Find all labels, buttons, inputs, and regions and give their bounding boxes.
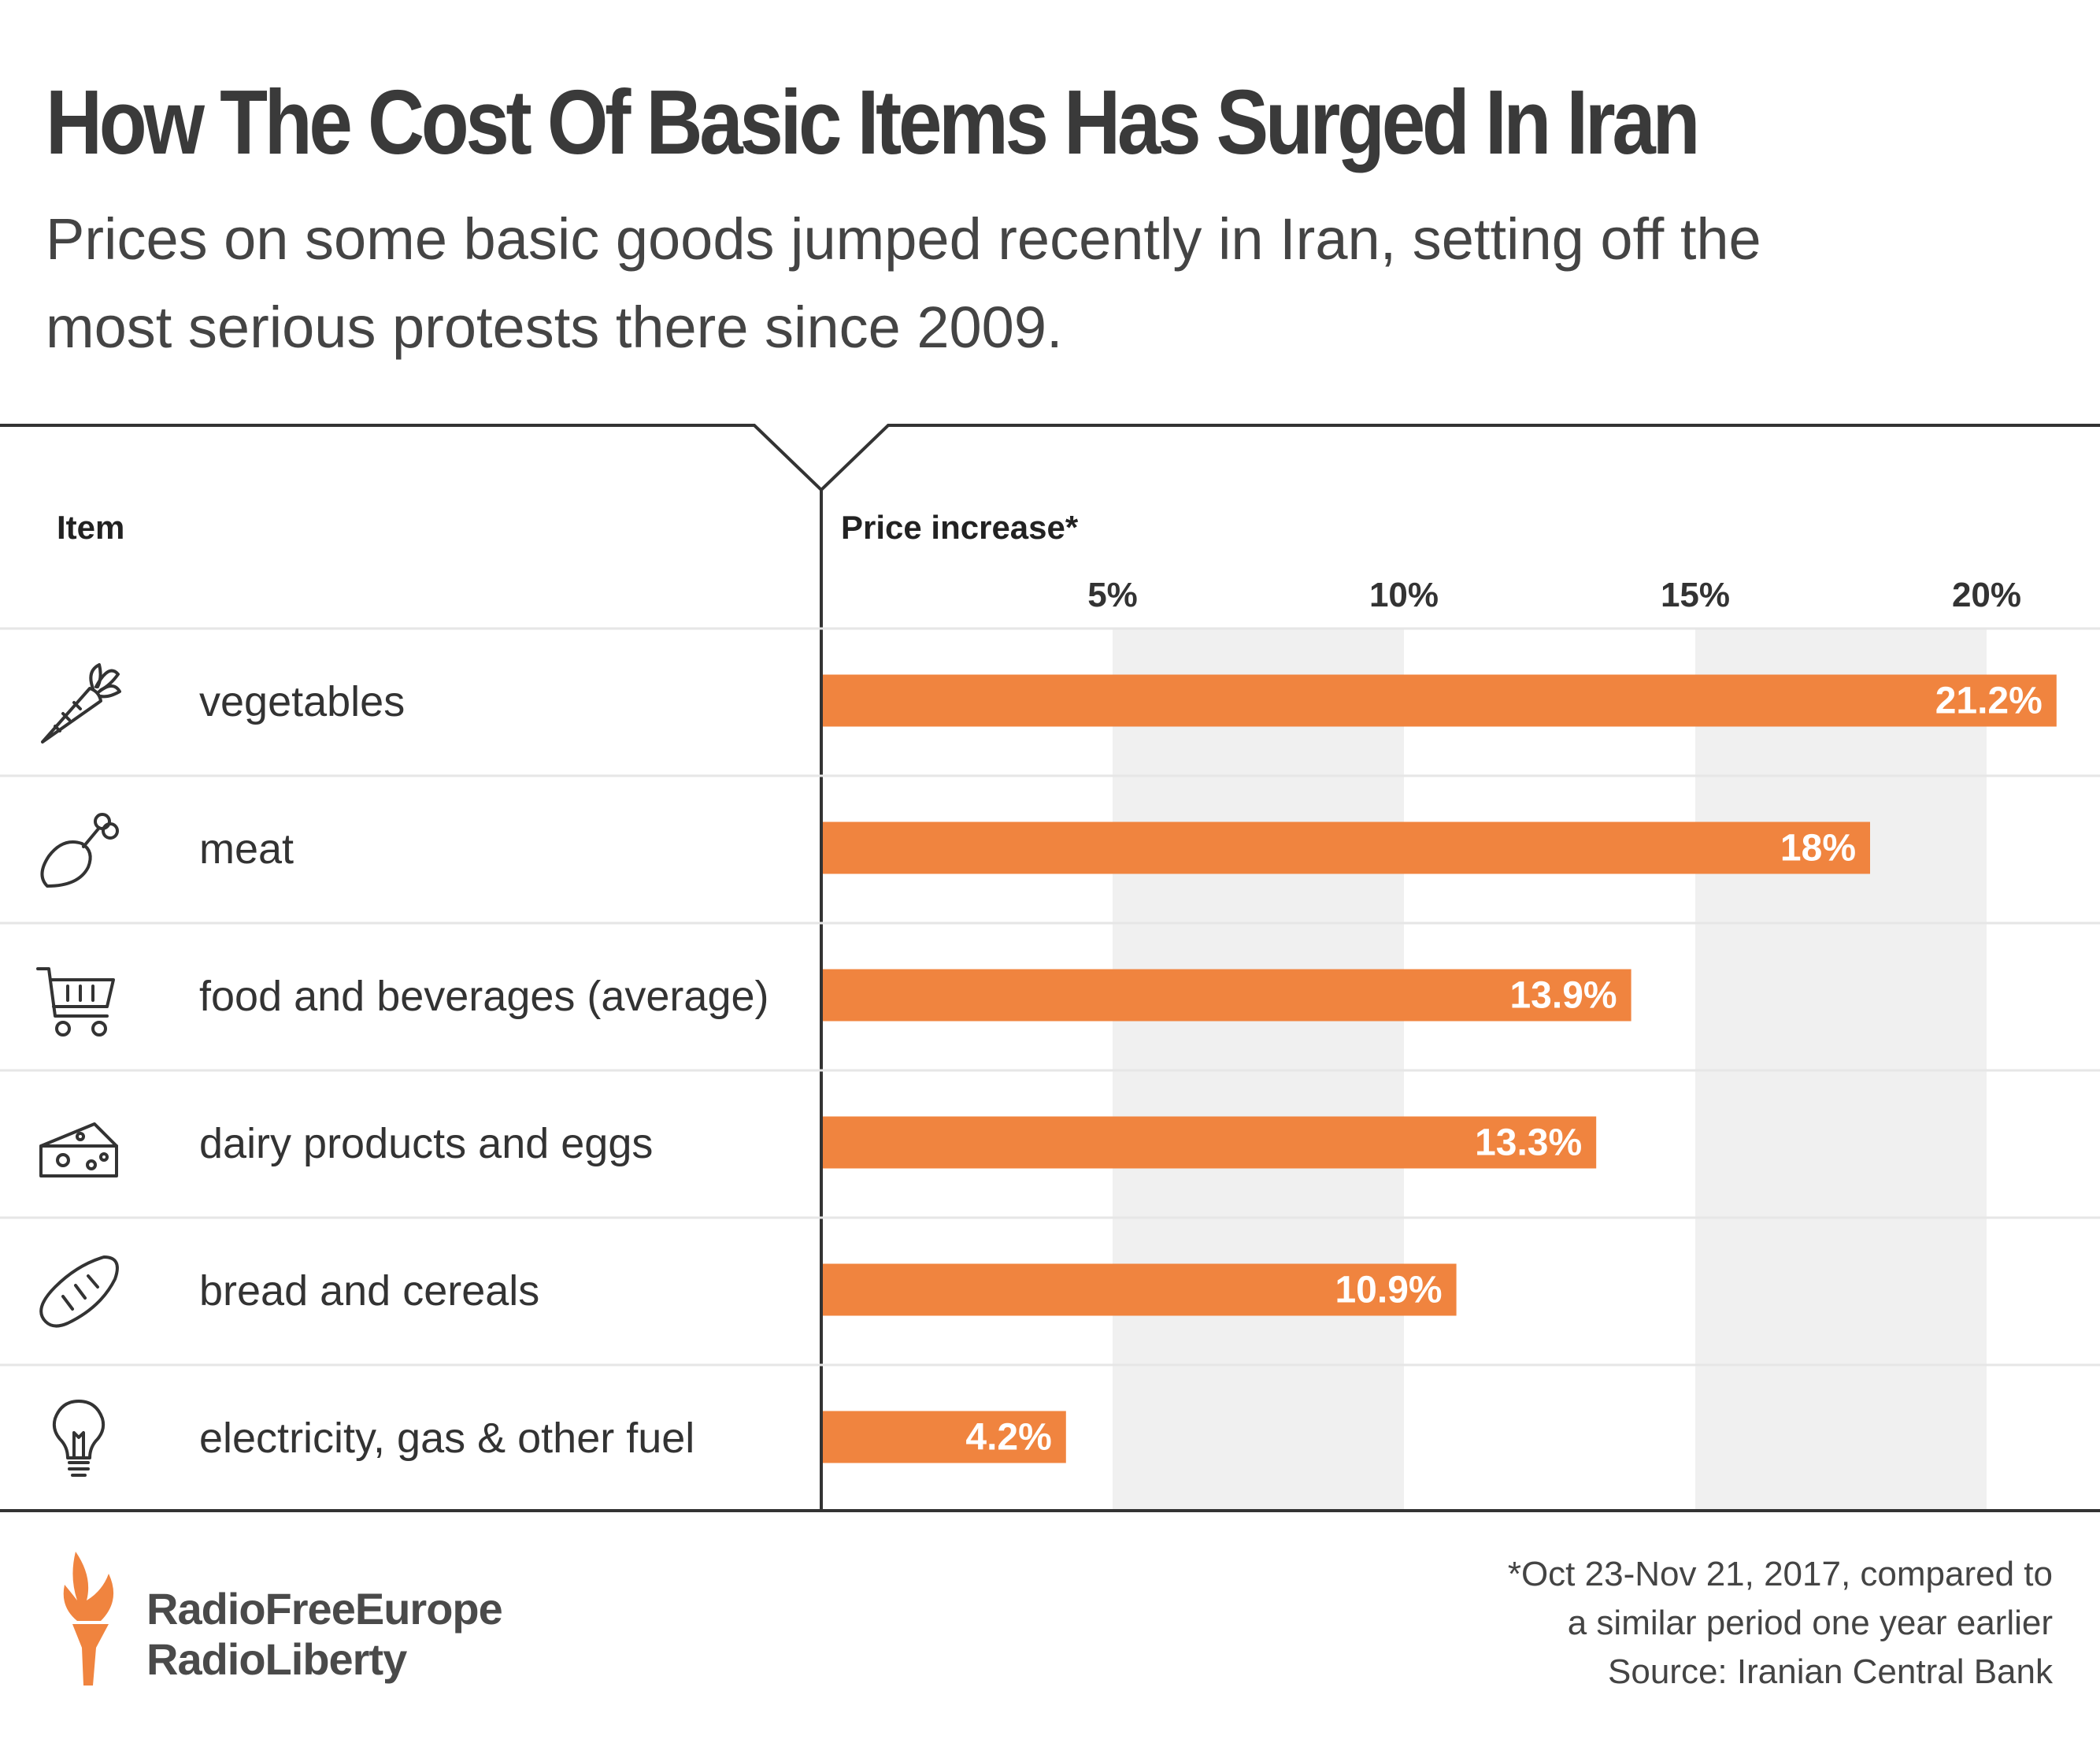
- row-label: bread and cereals: [199, 1267, 540, 1315]
- footnote-line: a similar period one year earlier: [1567, 1604, 2053, 1642]
- cheese-icon: [39, 1122, 118, 1177]
- chart-title: How The Cost Of Basic Items Has Surged I…: [46, 71, 1700, 173]
- torch-handle: [72, 1624, 109, 1686]
- row-label: dairy products and eggs: [199, 1120, 654, 1167]
- bread-icon: [39, 1255, 119, 1328]
- x-tick-label: 5%: [1087, 576, 1138, 614]
- item-column-header: Item: [57, 509, 125, 546]
- bar-value-label: 4.2%: [965, 1417, 1051, 1459]
- lightbulb-icon: [52, 1400, 106, 1477]
- bar-value-label: 13.9%: [1509, 975, 1617, 1017]
- rferl-logo: RadioFreeEurope RadioLiberty: [46, 1545, 534, 1695]
- row-label: electricity, gas & other fuel: [199, 1415, 695, 1462]
- row-dairy-products-and-eggs: dairy products and eggs: [0, 1070, 819, 1217]
- bar-value-label: 21.2%: [1935, 681, 2043, 722]
- x-tick-label: 15%: [1661, 576, 1730, 614]
- torch-logo-icon: [63, 1552, 114, 1686]
- bar: [823, 969, 1631, 1022]
- footnote-line: *Oct 23-Nov 21, 2017, compared to: [1507, 1555, 2053, 1593]
- price-increase-header: Price increase*: [841, 509, 1079, 546]
- bar-value-label: 10.9%: [1335, 1270, 1442, 1311]
- row-meat: meat: [0, 776, 819, 922]
- frame-top-line: [0, 424, 2100, 492]
- bar: [823, 674, 2057, 727]
- bar-value-label: 13.3%: [1475, 1122, 1582, 1164]
- row-label: food and beverages (average): [199, 973, 769, 1020]
- drumstick-icon: [40, 813, 119, 888]
- row-vegetables: vegetables: [0, 629, 819, 775]
- bar: [823, 1263, 1457, 1316]
- row-food-and-beverages: food and beverages (average): [0, 923, 819, 1070]
- row-label: meat: [199, 825, 294, 873]
- chart-plot: 5% 10% 15% 20% 21.2% 18% 13.9% 13.3% 10.9% 4.2%: [0, 424, 2100, 1512]
- x-tick-label: 20%: [1952, 576, 2021, 614]
- logo-text-rfe: RadioFreeEurope: [146, 1584, 503, 1634]
- bar: [823, 821, 1870, 874]
- chart-subtitle: Prices on some basic goods jumped recent…: [46, 206, 1761, 360]
- source-line: Source: Iranian Central Bank: [1608, 1652, 2053, 1691]
- bar-value-label: 18%: [1780, 828, 1856, 870]
- shopping-cart-icon: [36, 967, 115, 1037]
- row-label: vegetables: [199, 678, 406, 725]
- logo-text-rl: RadioLiberty: [146, 1634, 407, 1684]
- carrot-icon: [41, 663, 121, 744]
- x-tick-label: 10%: [1369, 576, 1439, 614]
- bar: [823, 1411, 1066, 1463]
- row-electricity-gas-fuel: electricity, gas & other fuel: [0, 1365, 819, 1511]
- footnote: *Oct 23-Nov 21, 2017, compared to a simi…: [1508, 1550, 2053, 1697]
- bar: [823, 1116, 1597, 1169]
- row-bread-and-cereals: bread and cereals: [0, 1218, 819, 1364]
- torch-flame: [63, 1552, 114, 1621]
- chart-area: 5% 10% 15% 20% 21.2% 18% 13.9% 13.3% 10.9% 4.2% I…: [0, 417, 2100, 1520]
